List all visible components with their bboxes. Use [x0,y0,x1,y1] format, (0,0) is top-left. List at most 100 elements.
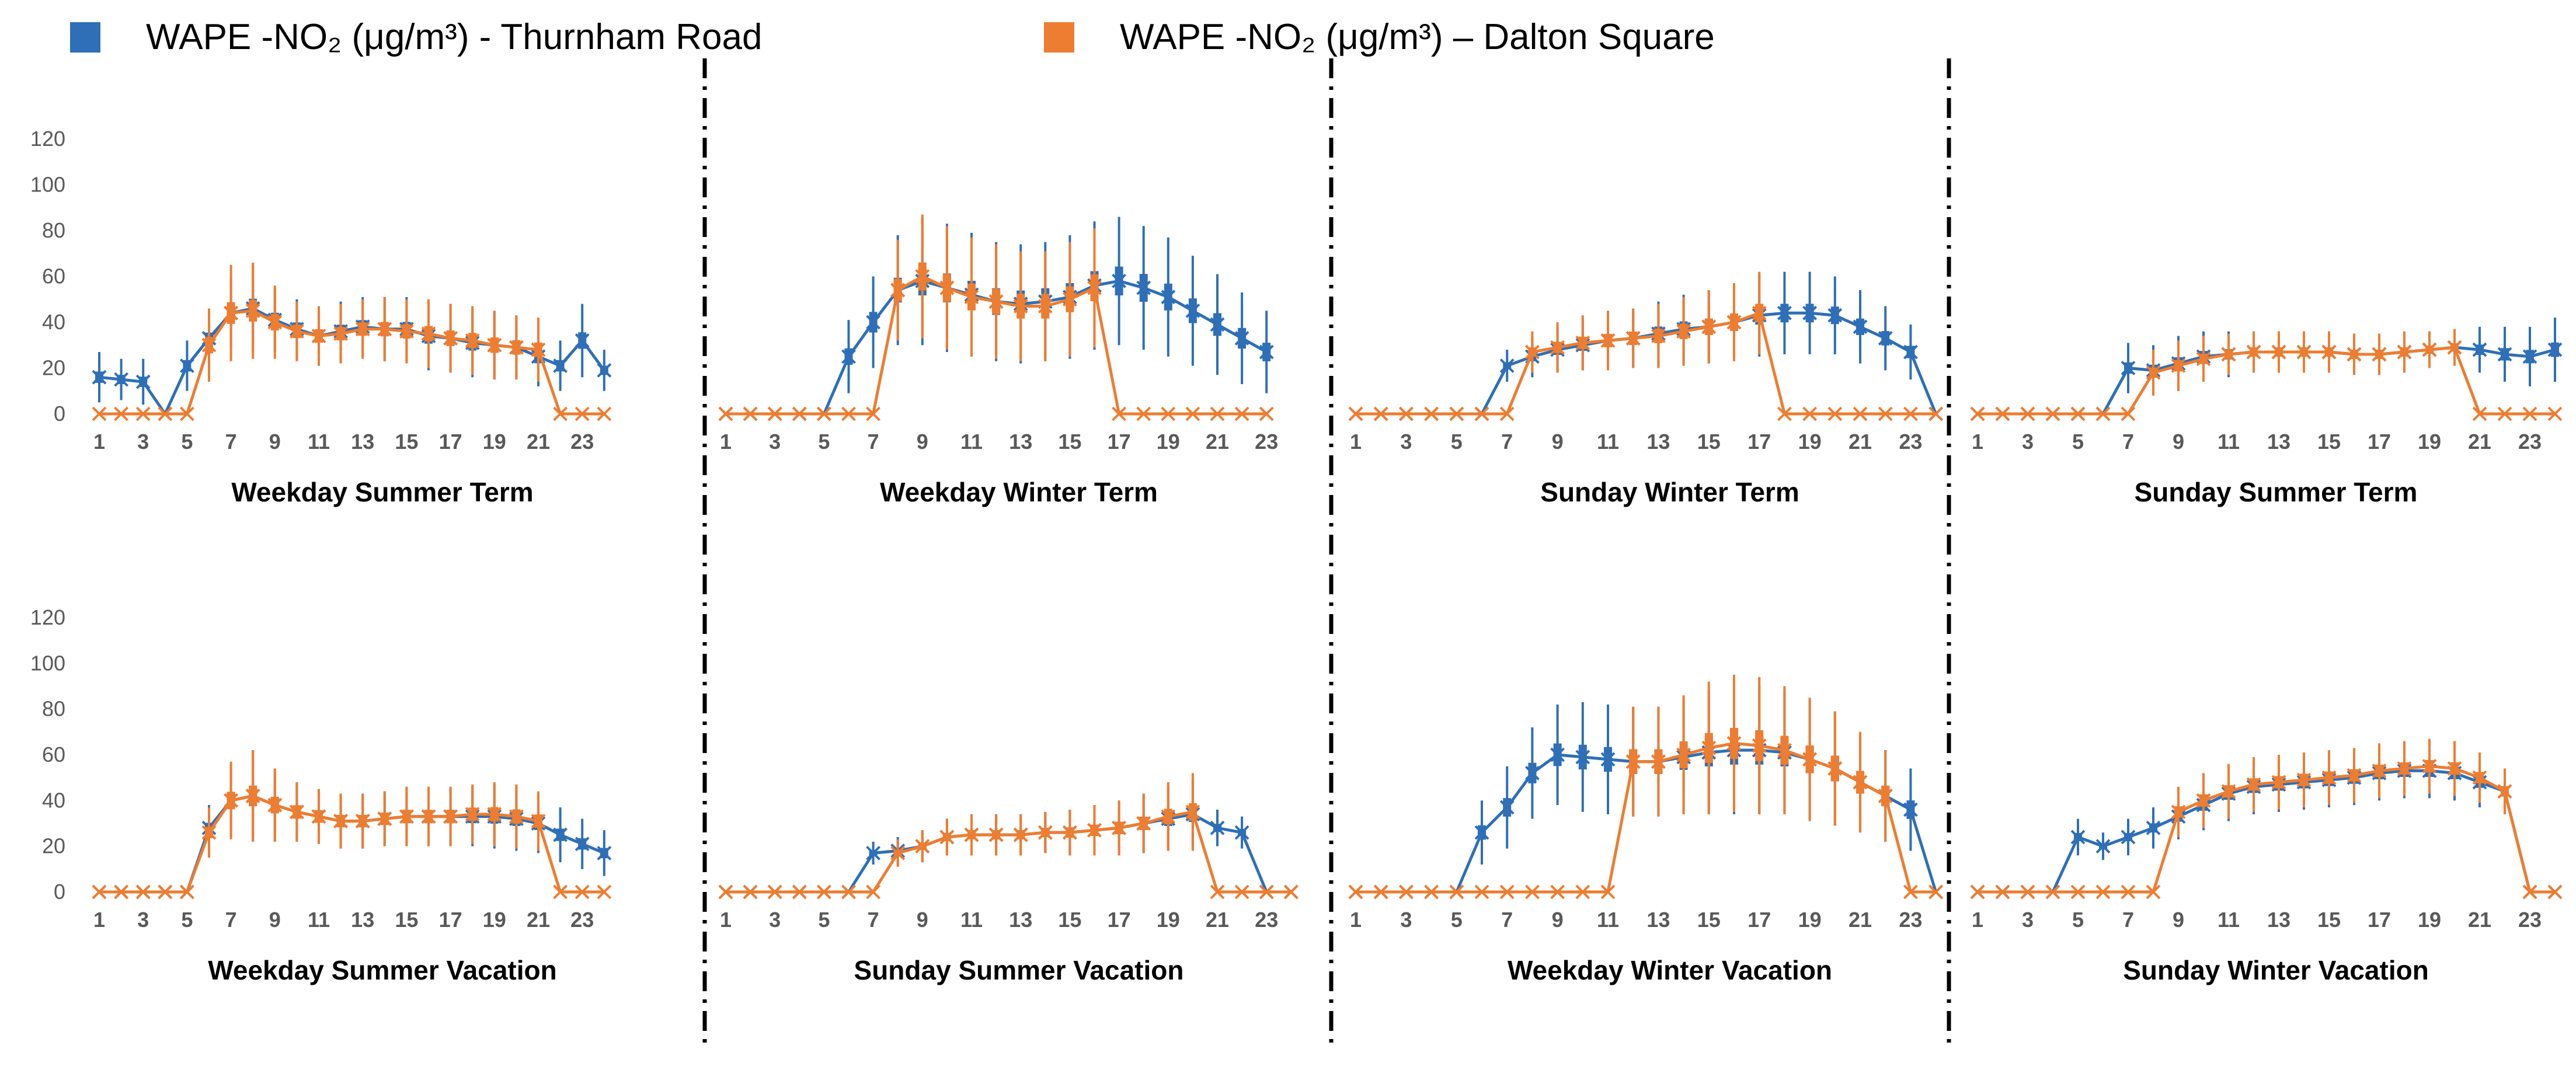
dalton-point [487,337,502,353]
dalton-point [2472,770,2487,785]
x-tick-label: 3 [1400,430,1412,454]
dalton-point [1348,406,1363,421]
dalton-point [915,839,930,854]
y-tick-label: 0 [54,402,65,426]
dalton-point [1550,340,1565,355]
x-tick-label: 15 [2317,908,2341,932]
x-tick-label: 15 [395,430,418,454]
x-tick-label: 23 [1899,908,1922,932]
thurnham-point [1161,290,1176,305]
dalton-point [1802,752,1818,767]
dalton-line [1978,346,2555,416]
x-tick-label: 7 [1501,430,1513,454]
x-tick-label: 5 [2072,908,2084,932]
thurnham-series [92,264,612,421]
x-tick-label: 9 [2173,430,2184,454]
dalton-point [201,825,217,840]
thurnham-point [2121,829,2136,845]
x-tick-label: 21 [1206,430,1229,454]
dalton-point [267,797,283,813]
x-tick-label: 7 [868,430,879,454]
x-tick-label: 21 [2468,430,2491,454]
dalton-point [2547,884,2563,900]
dalton-point [2121,884,2136,900]
y-tick-label: 100 [30,173,65,197]
thurnham-point [114,372,129,387]
dalton-point [311,329,326,343]
x-tick-label: 3 [137,908,149,932]
dalton-point [575,884,590,900]
x-tick-label: 11 [1597,908,1619,932]
y-tick-label: 40 [42,788,65,812]
thurnham-point [866,846,881,860]
thurnham-point [92,370,107,385]
thurnham-point [866,315,881,330]
dalton-point [465,807,480,822]
thurnham-point [841,349,856,364]
x-tick-label: 1 [93,908,105,932]
dalton-point [2497,784,2512,799]
dalton-point [1903,406,1918,421]
legend-swatch-thurnham [70,22,100,53]
dalton-point [1013,299,1028,313]
x-tick-label: 13 [2267,430,2290,454]
dalton-point [1777,743,1792,758]
dalton-point [866,406,881,421]
dalton-point [1234,884,1249,900]
dalton-line [726,810,1292,894]
dalton-point [2522,884,2537,900]
dalton-point [2447,340,2462,355]
dalton-line [1356,741,1936,894]
dalton-point [2522,406,2537,421]
dalton-point [2447,761,2462,776]
dalton-point [1752,738,1767,753]
dalton-point [2347,768,2362,783]
dalton-point [2171,358,2186,373]
x-tick-label: 5 [181,908,193,932]
x-tick-label: 13 [351,430,374,454]
dalton-point [2070,884,2086,900]
thurnham-point [1777,305,1792,320]
dalton-point [2070,406,2086,421]
dalton-point [890,283,906,298]
x-tick-label: 17 [1747,430,1771,454]
x-tick-label: 21 [527,430,550,454]
dalton-point [114,884,129,900]
dalton-point [792,406,807,421]
x-tick-label: 21 [1849,908,1872,932]
dalton-point [1424,884,1439,900]
thurnham-point [1878,331,1893,346]
dalton-point [1625,331,1641,346]
panel-title: Weekday Winter Vacation [1508,955,1832,985]
dalton-point [135,884,151,900]
thurnham-point [2497,347,2512,362]
panel-title: Weekday Winter Term [880,477,1158,507]
x-tick-label: 1 [93,430,105,454]
dalton-point [792,884,807,900]
thurnham-point [1185,303,1200,318]
dalton-point [399,324,414,339]
y-tick-label: 40 [42,310,65,334]
dalton-point [2271,344,2286,360]
dalton-point [1112,820,1127,835]
dalton-point [2296,772,2312,787]
dalton-point [201,337,217,353]
x-tick-label: 3 [1400,908,1412,932]
x-tick-label: 7 [225,908,237,932]
dalton-point [718,406,733,421]
dalton-series [1970,738,2563,900]
x-tick-label: 17 [1747,908,1771,932]
dalton-point [1424,406,1439,421]
x-tick-label: 21 [527,908,550,932]
thurnham-point [2121,361,2136,375]
x-tick-label: 19 [1157,908,1180,932]
dalton-point [1928,884,1944,900]
x-tick-label: 13 [2267,908,2290,932]
dalton-point [2547,406,2563,421]
dalton-point [2271,775,2286,790]
thurnham-series [92,750,612,900]
thurnham-point [1903,802,1918,817]
dalton-point [487,807,502,822]
